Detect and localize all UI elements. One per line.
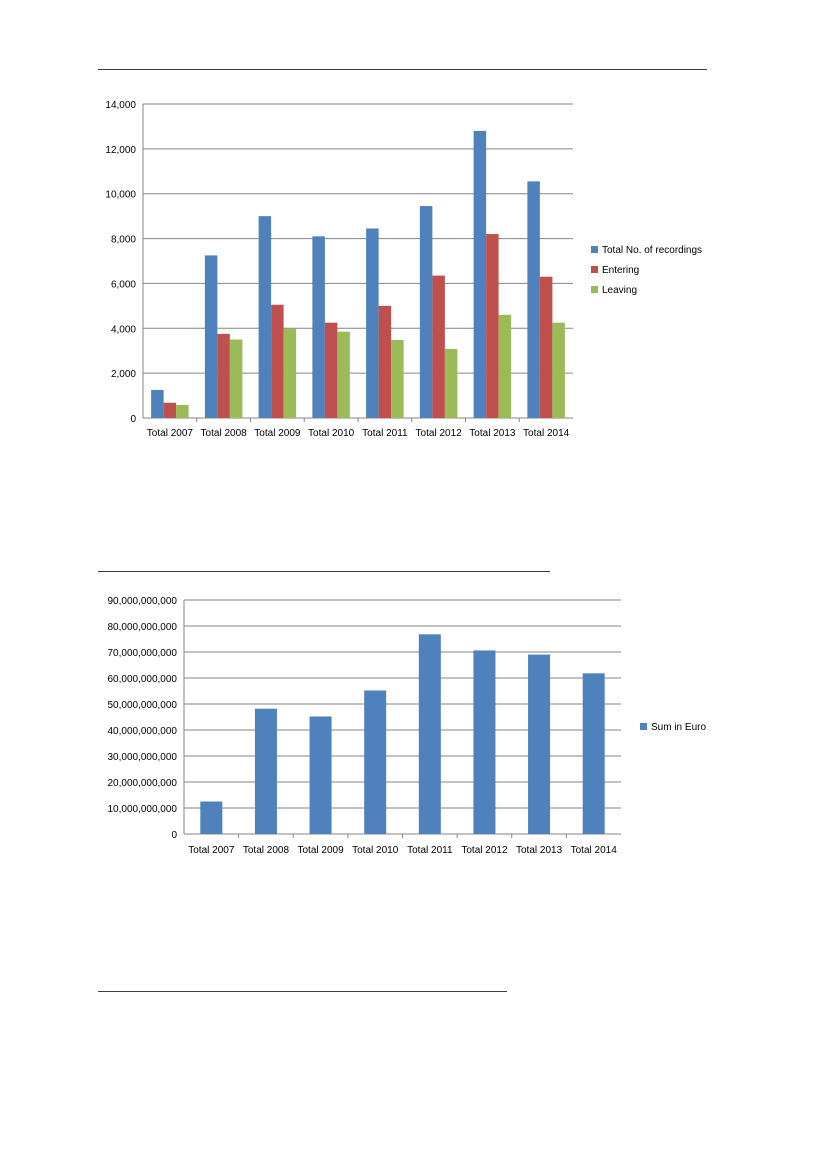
chart1-bar — [337, 331, 350, 418]
chart1-bar — [539, 276, 553, 418]
chart2-legend-label: Sum in Euro — [651, 722, 706, 733]
chart1-bar — [527, 181, 540, 418]
chart1-y-tick-label: 12,000 — [105, 145, 136, 156]
chart1-bar — [271, 304, 284, 418]
chart1-legend-swatch — [591, 266, 598, 273]
chart1-bar — [366, 228, 379, 418]
chart2-y-tick-label: 20,000,000,000 — [107, 778, 177, 789]
chart2-x-tick-label: Total 2014 — [571, 845, 618, 856]
chart2-bar — [473, 650, 496, 834]
chart1-y-tick-label: 10,000 — [105, 190, 136, 201]
chart1-legend-label: Total No. of recordings — [602, 245, 702, 256]
chart1-bar — [498, 314, 512, 418]
chart1-y-tick-label: 2,000 — [111, 369, 136, 380]
chart1-y-tick-label: 4,000 — [111, 324, 136, 335]
chart1-x-tick-label: Total 2011 — [362, 428, 408, 439]
chart1-bar — [312, 236, 325, 418]
chart1-bar — [378, 305, 392, 418]
chart2-y-tick-label: 80,000,000,000 — [107, 622, 177, 633]
chart2-bar — [309, 716, 332, 834]
chart2-x-tick-label: Total 2013 — [516, 845, 563, 856]
chart2-y-tick-label: 70,000,000,000 — [107, 648, 177, 659]
chart1-bar — [151, 389, 164, 418]
chart2-x-tick-label: Total 2012 — [461, 845, 508, 856]
bottom-rule — [98, 991, 507, 992]
chart1-legend-label: Entering — [602, 265, 639, 276]
middle-rule — [98, 571, 550, 572]
chart2-y-tick-label: 10,000,000,000 — [107, 804, 177, 815]
chart1-x-tick-label: Total 2007 — [147, 428, 194, 439]
chart2-x-tick-label: Total 2011 — [407, 845, 453, 856]
chart1-bar — [229, 339, 243, 418]
top-rule — [98, 69, 707, 70]
chart1-legend-label: Leaving — [602, 285, 637, 296]
chart1-x-tick-label: Total 2014 — [523, 428, 570, 439]
chart1-x-tick-label: Total 2009 — [254, 428, 301, 439]
chart2-bar — [254, 708, 277, 834]
chart1-bar — [552, 322, 565, 418]
chart1-bar — [473, 130, 487, 418]
chart1-legend-swatch — [591, 246, 598, 253]
chart1-bar — [283, 328, 297, 418]
chart2-y-tick-label: 50,000,000,000 — [107, 700, 177, 711]
chart1-bar — [432, 275, 445, 418]
chart2-bar — [418, 634, 441, 834]
chart1-bar — [486, 234, 499, 418]
chart2-x-tick-label: Total 2010 — [352, 845, 399, 856]
chart2-y-tick-label: 30,000,000,000 — [107, 752, 177, 763]
chart1-bar — [176, 404, 189, 418]
chart2-bar — [582, 673, 605, 834]
chart2-x-tick-label: Total 2008 — [243, 845, 290, 856]
chart1-bar — [217, 333, 230, 418]
chart1-x-tick-label: Total 2012 — [416, 428, 463, 439]
chart1-bar — [324, 322, 338, 418]
chart1-bar — [419, 206, 433, 418]
recordings-bar-chart: 0 2,000 4,000 6,000 8,000 10,000 12,000 14,000 T… — [105, 100, 702, 439]
chart2-x-tick-label: Total 2007 — [188, 845, 235, 856]
chart2-y-tick-label: 0 — [171, 830, 177, 841]
chart2-legend-swatch — [640, 723, 647, 730]
chart2-bar — [364, 690, 387, 834]
chart1-x-tick-label: Total 2010 — [308, 428, 355, 439]
chart1-bar — [444, 348, 458, 418]
chart1-y-tick-label: 14,000 — [105, 100, 136, 111]
chart2-bar — [200, 801, 223, 834]
chart1-y-tick-label: 6,000 — [111, 279, 136, 290]
chart1-bar — [163, 402, 177, 418]
chart1-x-tick-label: Total 2013 — [469, 428, 516, 439]
chart2-y-tick-label: 60,000,000,000 — [107, 674, 177, 685]
chart2-x-tick-label: Total 2009 — [297, 845, 344, 856]
chart1-x-tick-label: Total 2008 — [201, 428, 248, 439]
chart2-y-tick-label: 90,000,000,000 — [107, 596, 177, 607]
chart2-y-tick-label: 40,000,000,000 — [107, 726, 177, 737]
chart2-bar — [528, 654, 551, 834]
chart1-bar — [391, 339, 404, 418]
chart1-y-tick-label: 8,000 — [111, 235, 136, 246]
chart1-y-tick-label: 0 — [130, 414, 136, 425]
euro-sum-bar-chart: 0 10,000,000,000 20,000,000,000 30,000,000,… — [107, 596, 706, 856]
chart1-bar — [204, 255, 218, 418]
chart1-legend-swatch — [591, 286, 598, 293]
chart1-bar — [258, 216, 272, 418]
